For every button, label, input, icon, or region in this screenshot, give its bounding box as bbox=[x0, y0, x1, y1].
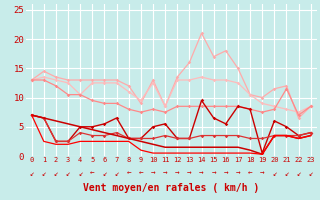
Text: →: → bbox=[223, 168, 228, 178]
Text: ↙: ↙ bbox=[66, 168, 70, 178]
Text: ←: ← bbox=[248, 168, 252, 178]
Text: ←: ← bbox=[126, 168, 131, 178]
Text: →: → bbox=[163, 168, 167, 178]
X-axis label: Vent moyen/en rafales ( km/h ): Vent moyen/en rafales ( km/h ) bbox=[83, 183, 259, 193]
Text: →: → bbox=[260, 168, 265, 178]
Text: →: → bbox=[187, 168, 192, 178]
Text: ↙: ↙ bbox=[78, 168, 83, 178]
Text: ←: ← bbox=[139, 168, 143, 178]
Text: →: → bbox=[211, 168, 216, 178]
Text: ↙: ↙ bbox=[29, 168, 34, 178]
Text: →: → bbox=[175, 168, 180, 178]
Text: →: → bbox=[199, 168, 204, 178]
Text: ↙: ↙ bbox=[102, 168, 107, 178]
Text: →: → bbox=[236, 168, 240, 178]
Text: ↙: ↙ bbox=[296, 168, 301, 178]
Text: ↙: ↙ bbox=[272, 168, 277, 178]
Text: ←: ← bbox=[90, 168, 95, 178]
Text: →: → bbox=[151, 168, 155, 178]
Text: ↙: ↙ bbox=[308, 168, 313, 178]
Text: ↙: ↙ bbox=[284, 168, 289, 178]
Text: ↙: ↙ bbox=[54, 168, 58, 178]
Text: ↙: ↙ bbox=[42, 168, 46, 178]
Text: ↙: ↙ bbox=[114, 168, 119, 178]
